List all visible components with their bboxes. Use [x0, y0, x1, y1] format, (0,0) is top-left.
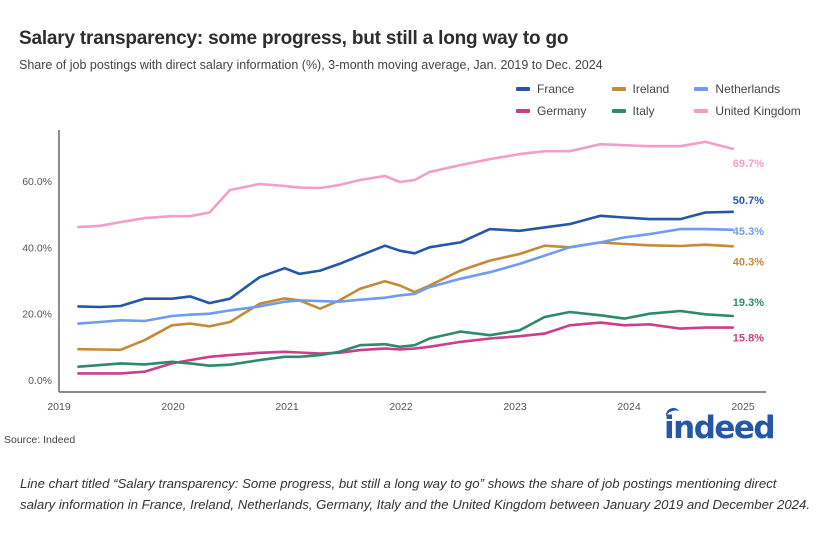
x-tick-label: 2020	[161, 401, 185, 413]
chart-caption: Line chart titled “Salary transparency: …	[20, 476, 810, 512]
source-note: Source: Indeed	[4, 434, 76, 446]
legend-swatch	[516, 87, 530, 91]
legend-label: Italy	[632, 104, 655, 118]
legend-label: United Kingdom	[715, 104, 801, 118]
legend-label: France	[537, 82, 575, 96]
legend-label: Germany	[537, 104, 587, 118]
legend-item-italy: Italy	[611, 104, 685, 118]
legend-item-germany: Germany	[516, 104, 602, 118]
x-tick-label: 2023	[503, 401, 527, 413]
series-line-netherlands	[77, 227, 734, 325]
x-tick-label: 2021	[275, 401, 299, 413]
x-tick-label: 2025	[731, 401, 755, 413]
legend-item-united-kingdom: United Kingdom	[694, 104, 816, 118]
legend-item-ireland: Ireland	[611, 82, 685, 96]
logo-text: indeed	[664, 410, 776, 446]
x-tick-label: 2019	[47, 401, 71, 413]
legend-swatch	[611, 87, 626, 91]
line-chart: 0.0% 20.0% 40.0% 60.0% 2019 2020 2021 2022 2023 2…	[22, 130, 766, 413]
chart-title: Salary transparency: some progress, but …	[19, 28, 569, 49]
legend-label: Ireland	[632, 82, 670, 96]
legend-item-netherlands: Netherlands	[694, 82, 816, 96]
legend-label: Netherlands	[715, 82, 781, 96]
series-line-ireland	[77, 241, 734, 352]
series-line-france	[77, 210, 734, 309]
legend-swatch	[611, 109, 626, 113]
chart-subtitle: Share of job postings with direct salary…	[19, 58, 603, 72]
y-tick-label: 40.0%	[22, 242, 52, 254]
y-tick-label: 0.0%	[28, 375, 52, 387]
legend-swatch	[516, 109, 530, 113]
end-value-label: 50.7%	[733, 195, 764, 207]
series-line-italy	[77, 309, 734, 368]
end-value-label: 69.7%	[733, 158, 764, 170]
indeed-logo: indeed	[664, 405, 776, 446]
legend: France Ireland Netherlands Germany Italy…	[516, 82, 816, 118]
series-line-united-kingdom	[77, 140, 734, 229]
end-value-label: 15.8%	[733, 333, 764, 345]
legend-swatch	[694, 87, 709, 91]
end-value-label: 40.3%	[733, 256, 764, 268]
legend-item-france: France	[516, 82, 602, 96]
end-value-label: 19.3%	[733, 297, 764, 309]
series-line-germany	[77, 321, 734, 375]
y-tick-label: 60.0%	[22, 176, 52, 188]
y-tick-label: 20.0%	[22, 309, 52, 321]
x-tick-label: 2024	[617, 401, 641, 413]
legend-swatch	[694, 109, 709, 113]
x-tick-label: 2022	[389, 401, 413, 413]
end-value-label: 45.3%	[733, 226, 764, 238]
